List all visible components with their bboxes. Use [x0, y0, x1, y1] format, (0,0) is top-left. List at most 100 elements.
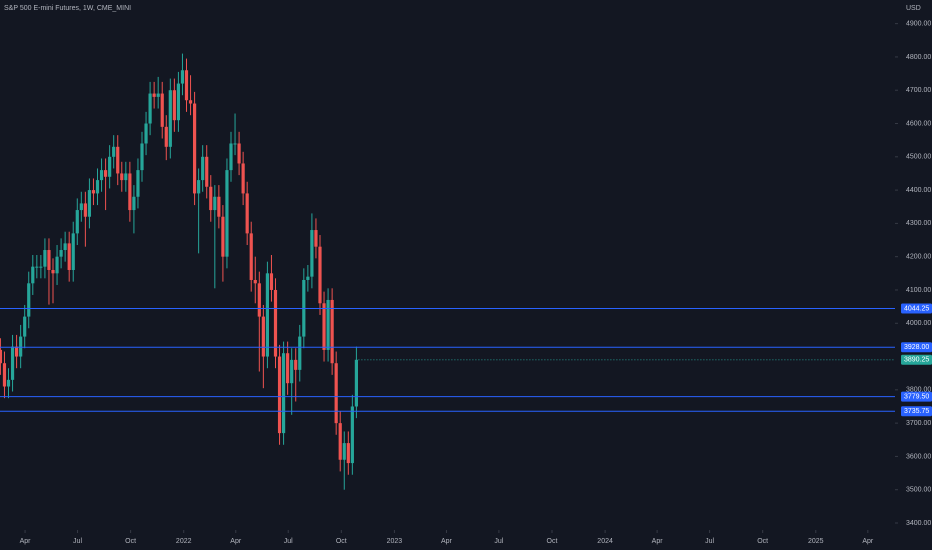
candle-body — [217, 196, 221, 217]
candle-body — [136, 170, 140, 197]
candle-body — [180, 70, 185, 84]
candle-body — [233, 143, 237, 145]
y-tick-label: 4400.00 — [906, 187, 931, 194]
candle-body — [354, 359, 358, 407]
candle-body — [346, 443, 350, 464]
candle-body — [184, 70, 189, 101]
candle-body — [116, 146, 120, 174]
candle-body — [120, 173, 124, 181]
candle-body — [225, 170, 229, 257]
candle-body — [91, 190, 96, 194]
candle-body — [35, 266, 39, 268]
candle-body — [221, 216, 225, 257]
y-tick-label: 4300.00 — [906, 220, 931, 227]
x-tick-label: Apr — [20, 538, 32, 545]
x-tick-label: 2022 — [176, 538, 192, 545]
x-tick-label: Oct — [547, 538, 558, 545]
candle-body — [188, 100, 193, 104]
last-price-label: 3890.25 — [904, 357, 929, 364]
plot-area — [0, 53, 358, 490]
candle-body — [164, 126, 168, 147]
candle-body — [39, 266, 43, 268]
candle-body — [67, 243, 71, 270]
candle-body — [342, 443, 346, 460]
y-tick-label: 4000.00 — [906, 320, 931, 327]
last-price-box — [901, 354, 932, 365]
candle-body — [245, 193, 249, 234]
candle-body — [237, 143, 241, 164]
candle-body — [176, 83, 181, 121]
candle-body — [43, 250, 47, 267]
x-tick-label: Jul — [494, 538, 503, 545]
candle-body — [322, 303, 326, 350]
candle-body — [326, 299, 330, 350]
x-tick-label: Jul — [284, 538, 293, 545]
candle-body — [2, 363, 7, 387]
x-tick-label: 2024 — [597, 538, 613, 545]
candle-body — [290, 359, 294, 384]
candle-body — [253, 279, 257, 284]
candle-body — [213, 196, 217, 211]
y-tick-label: 3600.00 — [906, 453, 931, 460]
x-tick-label: Apr — [441, 538, 453, 545]
x-tick-label: 2025 — [808, 538, 824, 545]
candle-body — [261, 316, 265, 357]
candle-body — [265, 273, 270, 357]
y-tick-label: 4100.00 — [906, 287, 931, 294]
candle-body — [201, 156, 205, 181]
candle-body — [108, 156, 112, 177]
candle-body — [59, 250, 63, 257]
candle-body — [249, 233, 253, 280]
candle-body — [334, 363, 338, 424]
level-label-box — [901, 303, 932, 314]
x-tick-label: Apr — [862, 538, 874, 545]
candle-body — [10, 346, 15, 380]
level-label-box — [901, 391, 932, 402]
candle-body — [19, 336, 23, 357]
x-tick-label: Jul — [73, 538, 82, 545]
candle-body — [306, 276, 310, 280]
candle-body — [31, 266, 35, 284]
level-label-box — [901, 406, 932, 417]
candle-body — [112, 146, 116, 157]
level-label-box — [901, 342, 932, 353]
candle-body — [330, 299, 334, 364]
x-tick-label: Jul — [705, 538, 714, 545]
y-tick-label: 3700.00 — [906, 420, 931, 427]
candle-body — [281, 353, 286, 434]
candle-body — [318, 246, 322, 304]
candle-body — [140, 143, 144, 171]
candle-body — [168, 90, 172, 147]
candle-body — [75, 210, 79, 234]
y-tick-label: 3500.00 — [906, 487, 931, 494]
x-tick-label: 2023 — [387, 538, 403, 545]
y-tick-label: 4600.00 — [906, 120, 931, 127]
candle-body — [15, 346, 19, 357]
x-tick-label: Oct — [125, 538, 136, 545]
x-tick-label: Oct — [757, 538, 768, 545]
candle-body — [51, 269, 55, 274]
level-label: 3779.50 — [904, 394, 929, 401]
candle-body — [83, 203, 87, 217]
x-tick-label: Apr — [652, 538, 664, 545]
candle-body — [192, 103, 197, 194]
candle-body — [103, 170, 108, 177]
candle-body — [229, 143, 233, 171]
candle-body — [350, 406, 354, 464]
candle-body — [209, 186, 213, 211]
candle-body — [172, 90, 176, 121]
candle-body — [95, 180, 100, 194]
y-tick-label: 4900.00 — [906, 20, 931, 27]
candle-body — [47, 250, 51, 270]
candle-body — [144, 123, 148, 144]
candle-body — [0, 349, 3, 364]
currency-label: USD — [906, 5, 921, 12]
y-tick-label: 3400.00 — [906, 520, 931, 527]
candle-body — [71, 233, 75, 270]
candle-body — [23, 316, 27, 337]
y-tick-label: 4500.00 — [906, 154, 931, 161]
candle-body — [99, 170, 104, 181]
candle-body — [294, 359, 298, 370]
